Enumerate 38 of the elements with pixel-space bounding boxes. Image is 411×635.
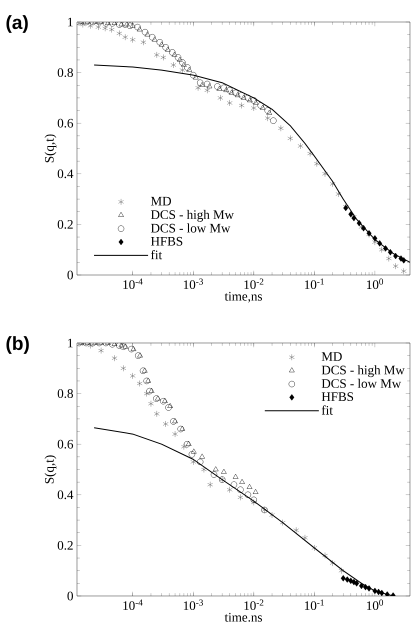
y-tick-label: 0: [67, 592, 73, 600]
x-tick-label: 10$^{-2}$: [244, 600, 264, 610]
legend-label: DCS - high Mw: [322, 365, 405, 378]
y-tick-label: 0.6: [58, 118, 74, 128]
x-tick-label: 10$^{0}$: [367, 600, 384, 610]
legend-label: MD: [150, 196, 171, 206]
y-tick-label: 0.4: [58, 169, 74, 178]
legend-label: fit: [322, 405, 333, 415]
y-tick-label: 0.4: [58, 490, 74, 500]
legend-label: fit: [150, 250, 162, 260]
y-tick-label: 0.6: [58, 440, 74, 449]
x-tick-label: 10$^{-2}$: [244, 278, 264, 290]
x-axis-title: time,ns: [224, 292, 262, 303]
x-tick-label: 10$^{-1}$: [304, 600, 324, 610]
x-tick-label: 10$^{-3}$: [184, 278, 203, 290]
legend-label: DCS - low Mw: [150, 223, 230, 233]
y-axis-title: S(q,t): [44, 455, 56, 484]
chart-title: (b): [6, 336, 29, 354]
y-tick-label: 1: [68, 338, 73, 348]
x-tick-label: 10$^{-1}$: [304, 278, 324, 290]
x-axis-title: time.ns: [224, 612, 262, 622]
y-tick-label: 0.8: [58, 68, 73, 78]
legend-label: HFBS: [150, 236, 182, 246]
y-tick-label: 0.8: [58, 389, 73, 398]
x-tick-label: 10$^{-4}$: [123, 600, 143, 610]
y-tick-label: 0.2: [58, 220, 73, 229]
y-axis-title: S(q,t): [44, 134, 56, 162]
legend-label: MD: [322, 352, 342, 361]
x-tick-label: 10$^{-4}$: [123, 278, 143, 289]
y-tick-label: 0: [67, 270, 73, 280]
y-tick-label: 1: [68, 18, 73, 26]
legend-label: DCS - low Mw: [322, 378, 402, 388]
legend-label: HFBS: [322, 392, 354, 402]
legend-label: DCS - high Mw: [150, 210, 234, 222]
y-tick-label: 0.2: [58, 540, 73, 550]
chart-title: (a): [6, 15, 28, 33]
x-tick-label: 10$^{0}$: [367, 278, 384, 290]
x-tick-label: 10$^{-3}$: [184, 600, 203, 610]
